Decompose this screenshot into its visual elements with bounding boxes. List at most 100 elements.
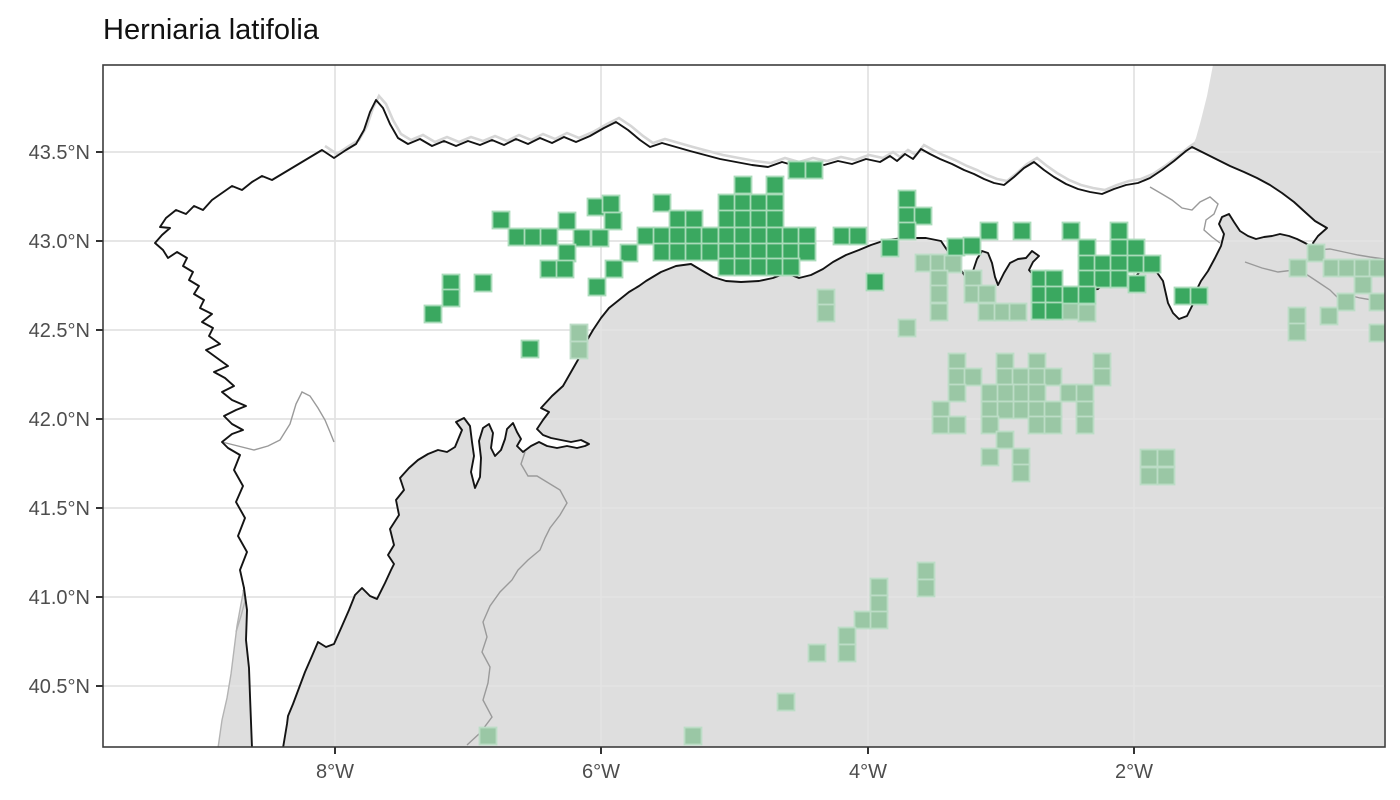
occurrence-square-outside — [929, 284, 949, 304]
gridlines — [103, 65, 1385, 747]
occurrence-square-inside — [832, 226, 852, 246]
occurrence-square-inside — [636, 226, 656, 246]
occurrence-square-outside — [1156, 448, 1176, 468]
occurrence-square-inside — [700, 242, 720, 262]
occurrence-square-inside — [1012, 221, 1032, 241]
occurrence-square-outside — [1139, 448, 1159, 468]
occurrence-square-inside — [668, 209, 688, 229]
occurrence-square-inside — [765, 257, 785, 277]
outside-region-fill-southeast — [283, 214, 1384, 747]
occurrence-square-inside — [652, 242, 672, 262]
occurrence-square-inside — [668, 242, 688, 262]
occurrence-square-inside — [733, 226, 753, 246]
y-tick-label: 42.0°N — [29, 409, 90, 431]
occurrence-square-inside — [913, 206, 933, 226]
x-tick-label: 4°W — [849, 761, 887, 783]
coast-line-south — [217, 587, 245, 747]
occurrence-square-inside — [1044, 301, 1064, 321]
occurrence-square-inside — [1077, 238, 1097, 258]
lagoon-line — [235, 589, 246, 633]
occurrence-square-inside — [603, 211, 623, 231]
region-boundary-west-sliver — [243, 587, 253, 747]
occurrence-square-outside — [1319, 306, 1339, 326]
occurrence-square-inside — [684, 209, 704, 229]
occurrence-square-outside — [980, 447, 1000, 467]
y-tick-label: 40.5°N — [29, 676, 90, 698]
occurrence-square-outside — [569, 323, 589, 343]
occurrence-square-inside — [717, 193, 737, 213]
occurrence-square-inside — [491, 210, 511, 230]
occurrence-square-inside — [507, 227, 527, 247]
occurrence-square-inside — [733, 193, 753, 213]
occurrence-square-outside — [916, 578, 936, 598]
occurrence-square-inside — [733, 209, 753, 229]
occurrence-square-inside — [555, 259, 575, 279]
x-axis: 8°W 6°W 4°W 2°W — [316, 747, 1153, 783]
x-tick-label: 2°W — [1115, 761, 1153, 783]
occurrence-square-inside — [765, 209, 785, 229]
occurrence-square-outside — [995, 367, 1015, 387]
y-tick-label: 41.0°N — [29, 587, 90, 609]
occurrence-square-outside — [1008, 302, 1028, 322]
occurrence-square-outside — [1288, 258, 1308, 278]
occurrence-square-inside — [668, 226, 688, 246]
occurrence-square-inside — [1142, 254, 1162, 274]
admin-border-portugal-north — [221, 391, 335, 451]
occurrence-square-inside — [684, 226, 704, 246]
occurrence-square-outside — [1092, 367, 1112, 387]
occurrence-square-inside — [441, 288, 461, 308]
occurrence-square-outside — [816, 303, 836, 323]
occurrence-square-outside — [1139, 466, 1159, 486]
occurrence-square-inside — [797, 242, 817, 262]
outside-region-fill-coastal-strip — [218, 588, 252, 747]
occurrence-square-inside — [733, 175, 753, 195]
occurrence-square-inside — [652, 193, 672, 213]
occurrence-square-inside — [897, 189, 917, 209]
y-axis: 43.5°N 43.0°N 42.5°N 42.0°N 41.5°N 41.0°N 40.5… — [29, 142, 103, 698]
occurrence-square-outside — [1061, 301, 1081, 321]
occurrence-square-outside — [1337, 258, 1357, 278]
occurrence-square-outside — [947, 367, 967, 387]
occurrence-square-outside — [897, 318, 917, 338]
occurrence-square-inside — [804, 160, 824, 180]
occurrence-square-inside — [619, 243, 639, 263]
occurrence-square-inside — [604, 259, 624, 279]
occurrence-square-inside — [652, 226, 672, 246]
occurrence-square-outside — [1368, 323, 1385, 343]
occurrence-square-outside — [980, 383, 1000, 403]
occurrence-square-outside — [869, 577, 889, 597]
occurrence-square-inside — [979, 221, 999, 241]
occurrence-square-inside — [1127, 274, 1147, 294]
y-tick-label: 41.5°N — [29, 498, 90, 520]
admin-border-basque — [1149, 186, 1221, 244]
y-tick-label: 43.0°N — [29, 231, 90, 253]
occurrence-square-outside — [1075, 383, 1095, 403]
occurrence-square-inside — [587, 277, 607, 297]
occurrence-square-outside — [947, 383, 967, 403]
occurrence-square-inside — [946, 237, 966, 257]
occurrence-square-outside — [1075, 415, 1095, 435]
occurrence-square-outside — [1336, 292, 1356, 312]
occurrence-square-outside — [995, 430, 1015, 450]
coastline — [154, 99, 1328, 589]
occurrence-square-inside — [717, 226, 737, 246]
occurrence-square-outside — [977, 302, 997, 322]
occurrence-square-inside — [848, 226, 868, 246]
occurrence-square-inside — [1077, 285, 1097, 305]
occurrence-square-inside — [1109, 269, 1129, 289]
occurrence-square-inside — [717, 257, 737, 277]
occurrence-square-inside — [684, 242, 704, 262]
occurrence-square-outside — [1011, 367, 1031, 387]
occurrence-square-inside — [765, 193, 785, 213]
outside-region-fill-france — [1192, 65, 1384, 259]
occurrence-square-outside — [1027, 383, 1047, 403]
occurrence-square-inside — [787, 160, 807, 180]
occurrence-square-inside — [1109, 238, 1129, 258]
occurrence-square-outside — [1027, 415, 1047, 435]
occurrence-square-outside — [1043, 415, 1063, 435]
occurrence-square-inside — [749, 209, 769, 229]
panel-border — [102, 64, 1386, 748]
occurrence-square-outside — [776, 692, 796, 712]
occurrence-square-inside — [1126, 254, 1146, 274]
occurrence-square-inside — [880, 238, 900, 258]
